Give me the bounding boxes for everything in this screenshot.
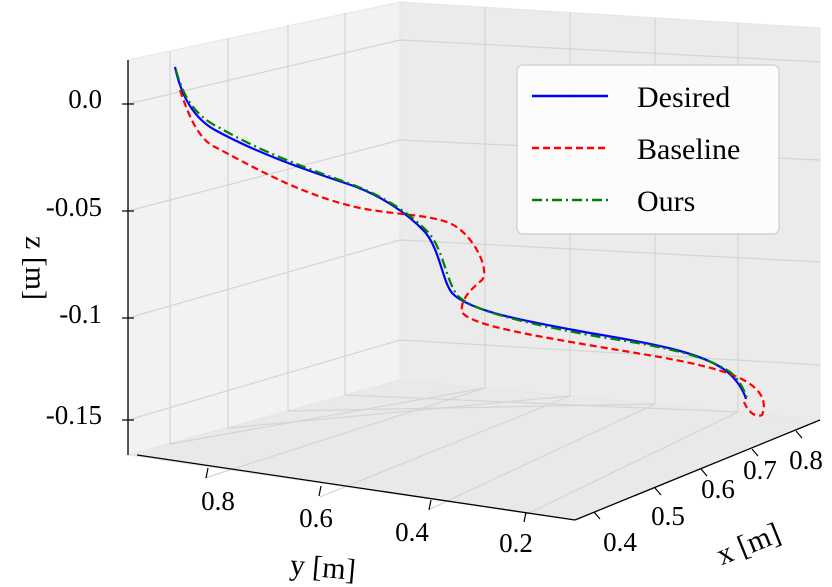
grid-floor <box>204 387 486 479</box>
legend-label-desired: Desired <box>637 81 730 114</box>
grid-floor <box>524 411 739 516</box>
x-axis-line <box>574 419 821 521</box>
y-tick-mark <box>205 467 209 479</box>
grid-floor <box>429 403 656 510</box>
grid-z-right <box>399 239 821 263</box>
z-tick-label: -0.1 <box>59 299 102 329</box>
grid-z-left <box>127 39 401 105</box>
back-wall-left <box>127 1 401 456</box>
x-tick-label: 0.6 <box>701 474 735 504</box>
grid-floor <box>344 394 739 413</box>
y-tick-mark <box>523 511 527 523</box>
x-tick-mark <box>751 448 759 457</box>
legend-label-ours: Ours <box>637 185 695 218</box>
y-axis-line <box>136 454 576 521</box>
y-tick-label: 0.8 <box>201 486 235 516</box>
y-tick-label: 0.2 <box>499 528 533 558</box>
y-axis-label: y [m] <box>289 548 357 587</box>
z-tick-label: -0.05 <box>46 192 102 222</box>
tick-marks <box>122 103 803 523</box>
legend-label-baseline: Baseline <box>637 133 740 166</box>
z-tick-label: -0.15 <box>46 400 102 430</box>
y-tick-label: 0.4 <box>395 517 429 547</box>
z-axis-label: z [m] <box>19 236 52 300</box>
grid-floor <box>319 395 571 498</box>
y-tick-mark <box>318 485 322 497</box>
grid-z-right <box>399 39 821 63</box>
x-tick-label: 0.5 <box>651 501 685 531</box>
z-tick-label: 0.0 <box>68 84 102 114</box>
x-tick-mark <box>795 430 803 439</box>
series-baseline-line <box>178 89 765 417</box>
x-axis-label: x [m] <box>712 517 785 572</box>
series-group <box>173 66 765 417</box>
grid-z-right <box>399 339 821 366</box>
x-tick-label: 0.4 <box>603 527 637 557</box>
y-tick-mark <box>428 499 432 511</box>
y-tick-label: 0.6 <box>299 503 333 533</box>
x-tick-mark <box>593 511 601 520</box>
x-tick-mark <box>700 468 708 477</box>
grid-z-left <box>127 139 401 212</box>
x-tick-mark <box>654 487 662 496</box>
legend: Desired Baseline Ours <box>516 64 780 235</box>
series-ours-line <box>174 69 749 399</box>
x-tick-label: 0.8 <box>789 445 823 475</box>
x-tick-label: 0.7 <box>743 455 777 485</box>
grid-floor <box>169 387 486 445</box>
grid-z-left <box>127 239 401 319</box>
axis-lines <box>127 60 821 521</box>
grid-z-left <box>127 339 401 421</box>
legend-box <box>516 64 780 235</box>
grid-floor <box>227 395 571 429</box>
